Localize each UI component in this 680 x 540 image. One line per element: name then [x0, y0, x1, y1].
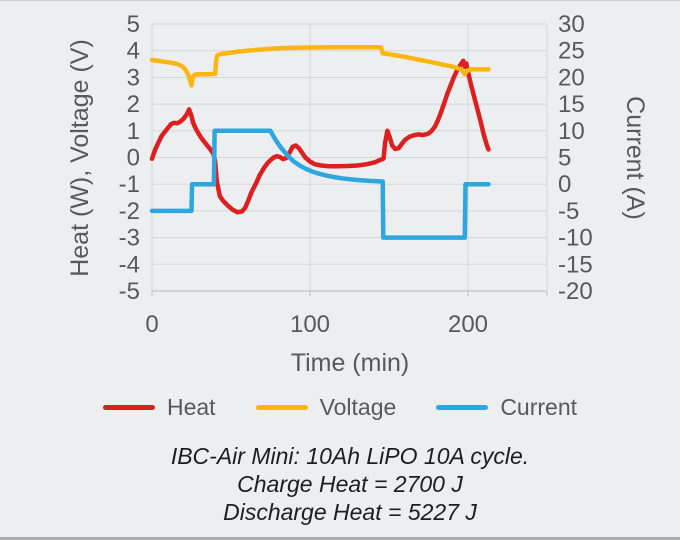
legend-label-heat: Heat — [166, 394, 216, 420]
current-line-swatch — [436, 405, 489, 410]
tick-labels: 543210-1-2-3-4-5302520151050-5-10-15-200… — [119, 11, 593, 338]
x-axis-title: Time (min) — [291, 349, 410, 377]
right-tick-label: -15 — [558, 251, 593, 278]
left-tick-label: 3 — [127, 64, 140, 91]
right-tick-label: 5 — [558, 145, 571, 172]
line-chart: 543210-1-2-3-4-5302520151050-5-10-15-200… — [66, 11, 649, 377]
legend-label-voltage: Voltage — [319, 394, 397, 420]
x-tick-label: 200 — [448, 311, 488, 338]
left-tick-label: 1 — [127, 118, 140, 145]
caption-block: IBC-Air Mini: 10Ah LiPO 10A cycle. Charg… — [10, 442, 680, 526]
right-axis-title: Current (A) — [621, 96, 649, 220]
right-tick-label: 30 — [558, 11, 585, 38]
right-tick-label: 20 — [558, 64, 585, 91]
right-tick-label: 10 — [558, 118, 585, 145]
x-tick-label: 100 — [290, 311, 330, 338]
legend-item-current: Current — [436, 394, 577, 421]
series-line-heat — [149, 58, 491, 215]
legend-label-current: Current — [500, 394, 578, 420]
left-tick-label: -1 — [119, 171, 140, 198]
right-tick-label: -5 — [558, 198, 579, 225]
legend-item-heat: Heat — [102, 394, 216, 421]
right-tick-label: 0 — [558, 171, 571, 198]
right-tick-label: 25 — [558, 38, 585, 65]
left-tick-label: -2 — [119, 198, 140, 225]
legend-item-voltage: Voltage — [255, 394, 397, 421]
series-line-voltage — [149, 44, 491, 88]
left-tick-label: -5 — [119, 278, 140, 305]
legend: Heat Voltage Current — [0, 394, 680, 421]
caption-charge-heat: Charge Heat = 2700 J — [237, 471, 463, 497]
left-tick-label: -3 — [119, 225, 140, 252]
right-tick-label: -20 — [558, 278, 593, 305]
left-tick-label: 5 — [127, 11, 140, 38]
series-lines — [149, 44, 491, 240]
right-tick-label: 15 — [558, 91, 585, 118]
heat-line-swatch — [102, 405, 155, 410]
gridlines — [151, 23, 548, 296]
voltage-line-swatch — [255, 405, 308, 410]
x-tick-label: 0 — [145, 311, 158, 338]
left-tick-label: 0 — [127, 145, 140, 172]
right-tick-label: -10 — [558, 225, 593, 252]
caption-discharge-heat: Discharge Heat = 5227 J — [223, 499, 477, 525]
left-axis-title: Heat (W), Voltage (V) — [66, 39, 94, 277]
left-tick-label: -4 — [119, 251, 140, 278]
caption-title: IBC-Air Mini: 10Ah LiPO 10A cycle. — [170, 443, 530, 469]
series-line-current — [149, 128, 491, 240]
left-tick-label: 4 — [127, 38, 140, 65]
left-tick-label: 2 — [127, 91, 140, 118]
